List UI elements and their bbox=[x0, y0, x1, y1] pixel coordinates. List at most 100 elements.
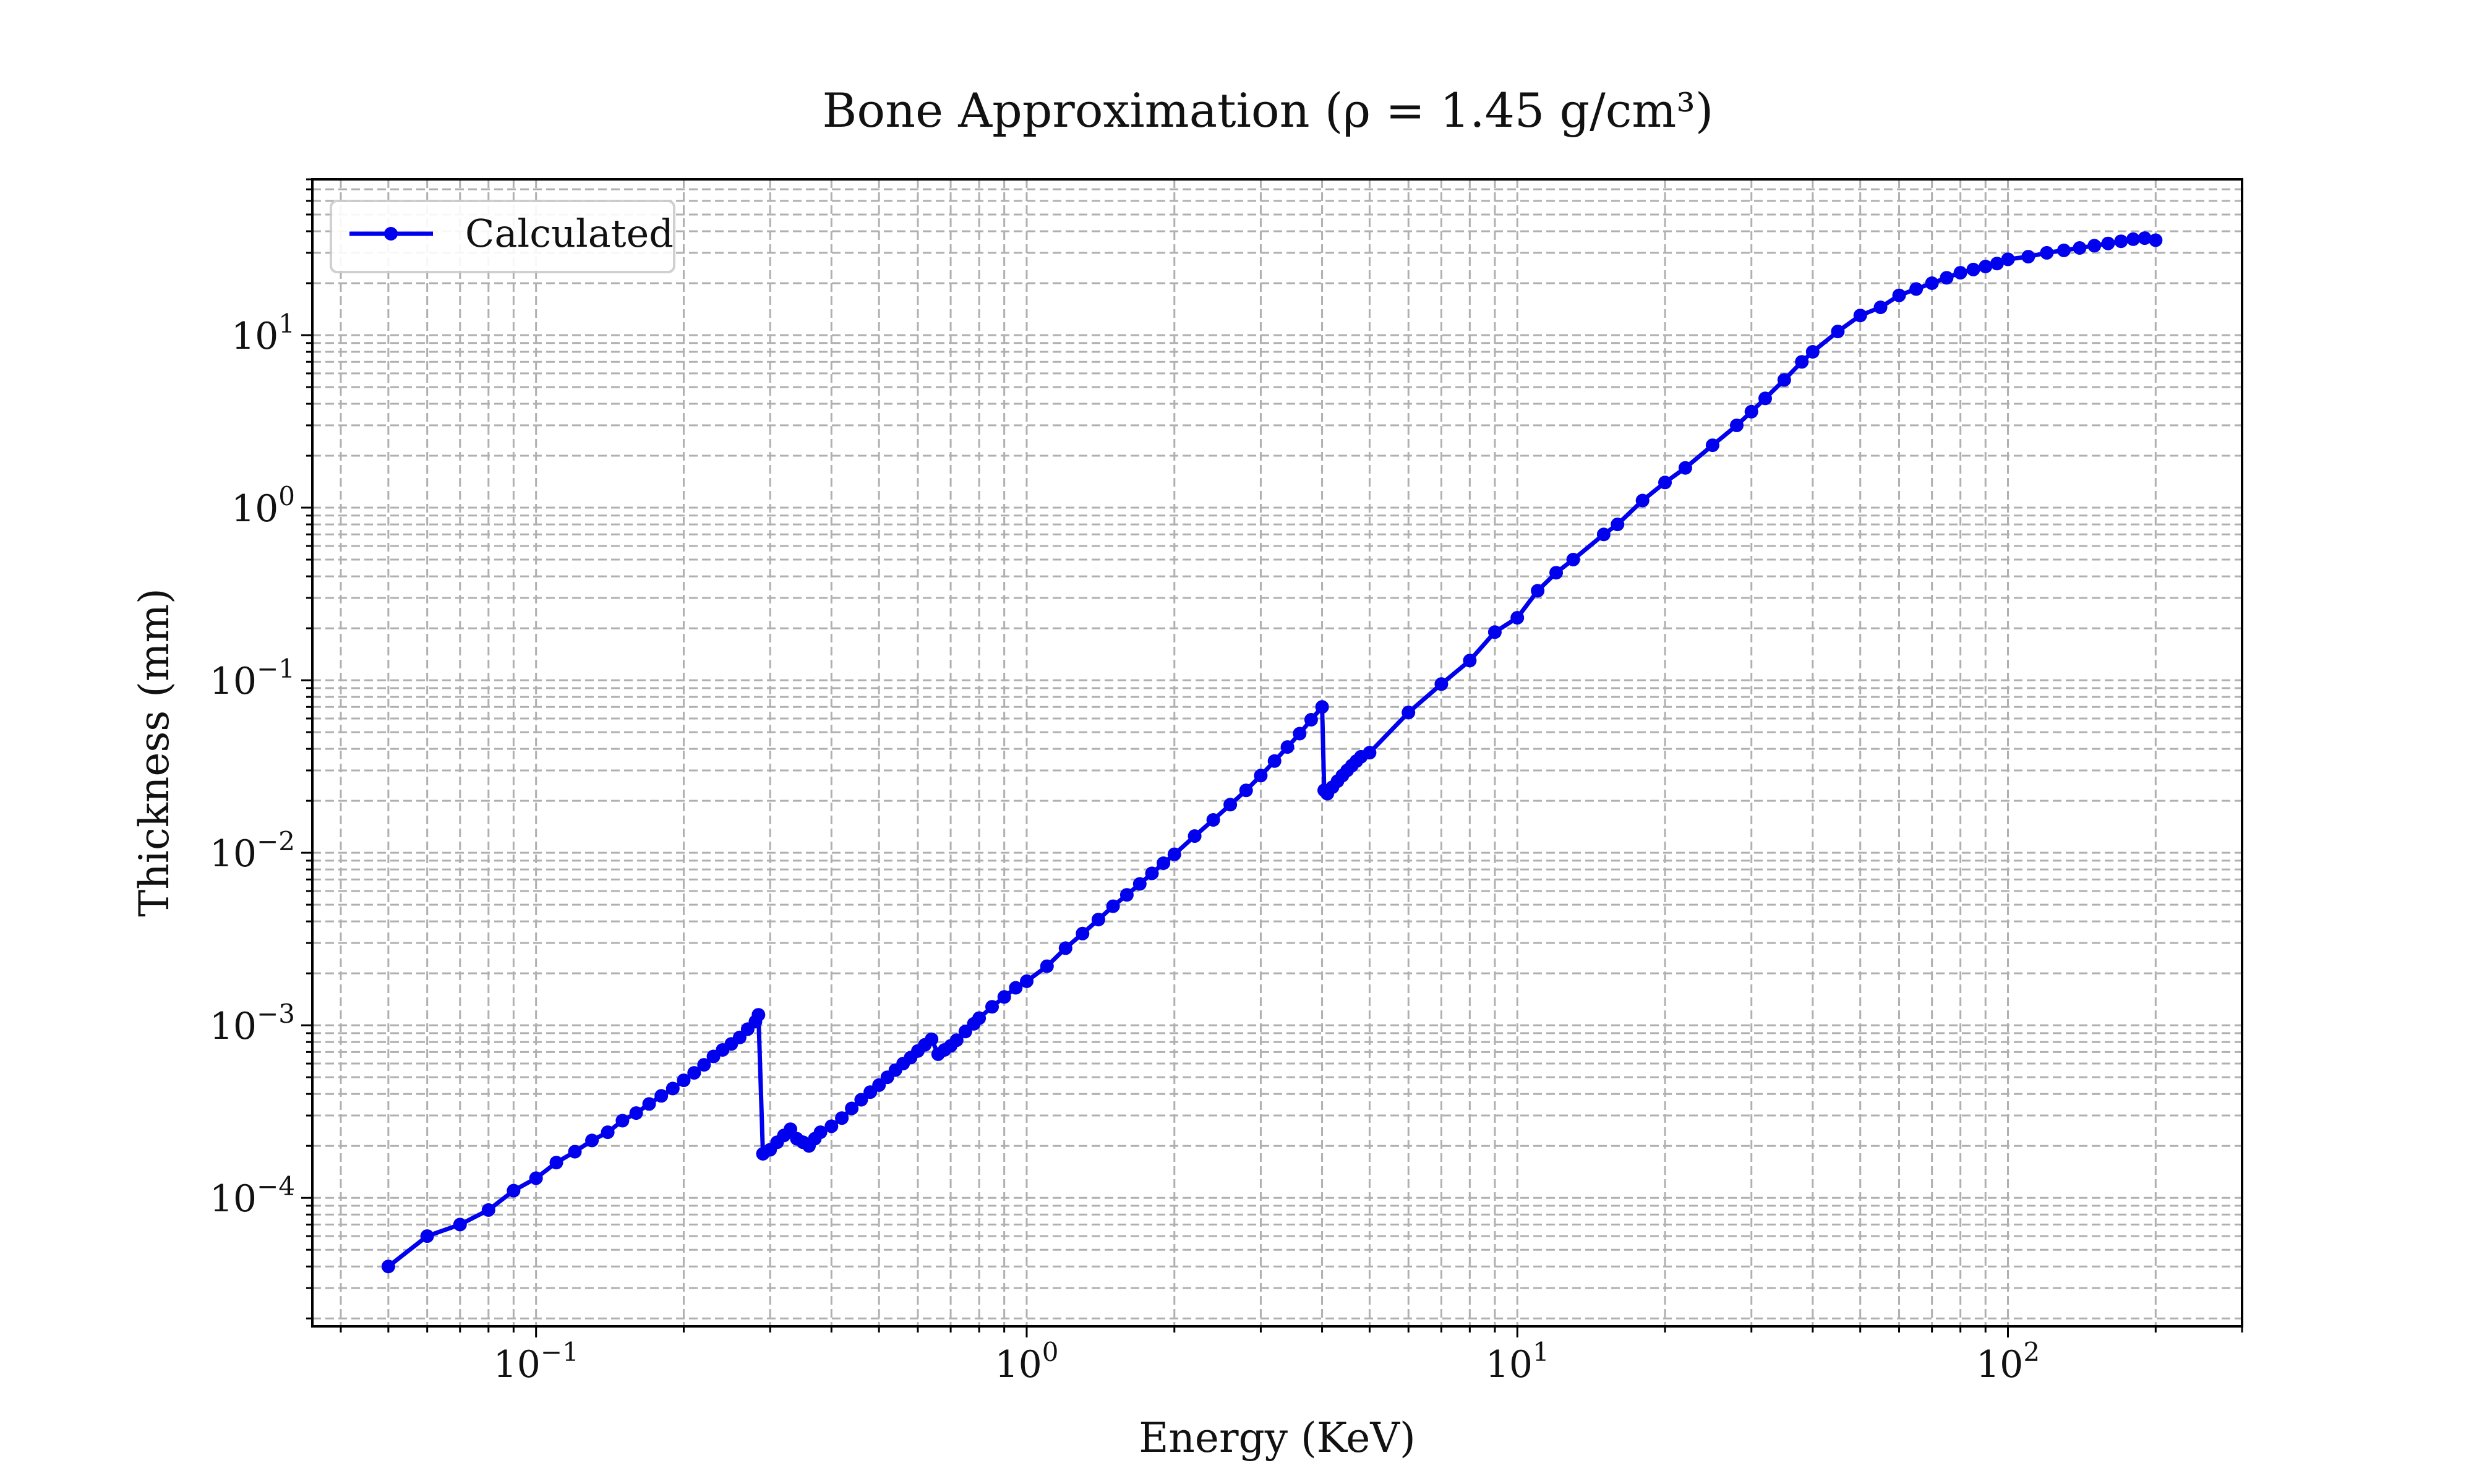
legend-marker-swatch bbox=[384, 227, 398, 241]
legend: Calculated bbox=[330, 200, 675, 273]
data-point bbox=[642, 1097, 656, 1111]
data-point bbox=[949, 1033, 964, 1047]
data-point bbox=[1966, 262, 1980, 276]
data-point bbox=[1188, 829, 1202, 843]
data-point bbox=[568, 1145, 582, 1159]
data-point bbox=[2021, 250, 2035, 264]
x-tick-label: 102 bbox=[1976, 1337, 2040, 1386]
data-point bbox=[615, 1114, 630, 1128]
data-point bbox=[1925, 276, 1939, 290]
data-point bbox=[1596, 527, 1611, 542]
data-point bbox=[784, 1122, 797, 1136]
data-point bbox=[1119, 888, 1134, 902]
legend-box bbox=[330, 200, 675, 273]
data-point bbox=[1953, 266, 1967, 280]
data-point bbox=[1979, 260, 1993, 273]
data-point bbox=[481, 1203, 495, 1217]
data-point bbox=[1434, 677, 1449, 691]
data-point bbox=[1402, 706, 1416, 720]
x-tick-label: 10−1 bbox=[494, 1337, 579, 1386]
data-point bbox=[2126, 232, 2140, 246]
data-point bbox=[507, 1183, 521, 1198]
data-point bbox=[2073, 241, 2087, 255]
data-point bbox=[1777, 373, 1791, 387]
data-point bbox=[666, 1081, 680, 1096]
data-point bbox=[1566, 553, 1580, 566]
data-point bbox=[1531, 584, 1545, 598]
data-point bbox=[2087, 239, 2102, 253]
x-axis-ticks: 10−1 100 101 102 bbox=[340, 1326, 2243, 1386]
data-point bbox=[2149, 233, 2163, 247]
data-point bbox=[601, 1125, 615, 1140]
data-point bbox=[1795, 355, 1809, 369]
data-point bbox=[529, 1171, 543, 1185]
legend-label: Calculated bbox=[465, 211, 674, 256]
data-point bbox=[1076, 926, 1090, 940]
data-point bbox=[1730, 418, 1744, 432]
data-point bbox=[1167, 847, 1181, 861]
data-point bbox=[1892, 288, 1906, 302]
data-point bbox=[697, 1058, 711, 1072]
data-point bbox=[997, 990, 1011, 1004]
data-point bbox=[1549, 566, 1563, 580]
data-point bbox=[1145, 866, 1159, 881]
data-point bbox=[1705, 438, 1719, 453]
data-point bbox=[677, 1073, 691, 1088]
data-point bbox=[925, 1032, 939, 1046]
grid bbox=[312, 178, 2243, 1326]
data-point bbox=[687, 1066, 701, 1080]
chart-title: Bone Approximation (ρ = 1.45 g/cm³) bbox=[823, 83, 1714, 138]
data-point bbox=[1510, 611, 1525, 625]
data-point bbox=[985, 1000, 999, 1014]
x-axis-label: Energy (KeV) bbox=[1139, 1414, 1416, 1462]
data-point bbox=[1020, 974, 1034, 988]
y-tick-label: 100 bbox=[231, 481, 295, 531]
data-point bbox=[1280, 740, 1295, 754]
data-point bbox=[1805, 345, 1820, 359]
data-point bbox=[1304, 713, 1318, 727]
data-point bbox=[854, 1093, 868, 1107]
x-tick-label: 100 bbox=[995, 1337, 1058, 1386]
data-point bbox=[1040, 959, 1054, 973]
data-point bbox=[2101, 236, 2115, 250]
data-point bbox=[1658, 475, 1672, 490]
data-point bbox=[1487, 625, 1502, 639]
data-point bbox=[1239, 783, 1253, 798]
data-point bbox=[1990, 257, 2004, 271]
data-point bbox=[1254, 769, 1268, 783]
data-point bbox=[453, 1217, 467, 1232]
data-point bbox=[381, 1260, 395, 1274]
data-point bbox=[1758, 391, 1772, 406]
data-point bbox=[629, 1106, 643, 1120]
data-point bbox=[1223, 798, 1238, 812]
data-point bbox=[1267, 754, 1282, 768]
data-point bbox=[549, 1156, 563, 1170]
data-point bbox=[1678, 461, 1692, 475]
data-point bbox=[1635, 493, 1650, 508]
data-point bbox=[1853, 309, 1867, 323]
data-point bbox=[1831, 325, 1845, 339]
data-point bbox=[1009, 981, 1023, 995]
y-tick-label: 101 bbox=[231, 309, 295, 358]
data-point bbox=[1058, 941, 1072, 955]
y-tick-label: 10−3 bbox=[210, 999, 295, 1048]
data-point bbox=[845, 1101, 859, 1115]
y-tick-label: 10−1 bbox=[210, 654, 295, 703]
data-point bbox=[2138, 231, 2152, 245]
data-point bbox=[1909, 282, 1924, 296]
data-point bbox=[654, 1089, 669, 1103]
data-point bbox=[2040, 245, 2054, 260]
plot-area-frame bbox=[311, 178, 2243, 1328]
data-point bbox=[420, 1229, 434, 1243]
data-point bbox=[1363, 746, 1377, 760]
data-point bbox=[1106, 899, 1120, 913]
data-point bbox=[1463, 654, 1477, 668]
data-point bbox=[1315, 700, 1329, 714]
data-point bbox=[2114, 234, 2128, 249]
data-point bbox=[1940, 271, 1954, 285]
y-axis-label: Thickness (mm) bbox=[131, 588, 178, 917]
y-axis-ticks: 10−4 10−3 10−2 10−1 100 101 bbox=[210, 178, 312, 1320]
data-point bbox=[1744, 404, 1758, 419]
data-point bbox=[1611, 518, 1625, 532]
